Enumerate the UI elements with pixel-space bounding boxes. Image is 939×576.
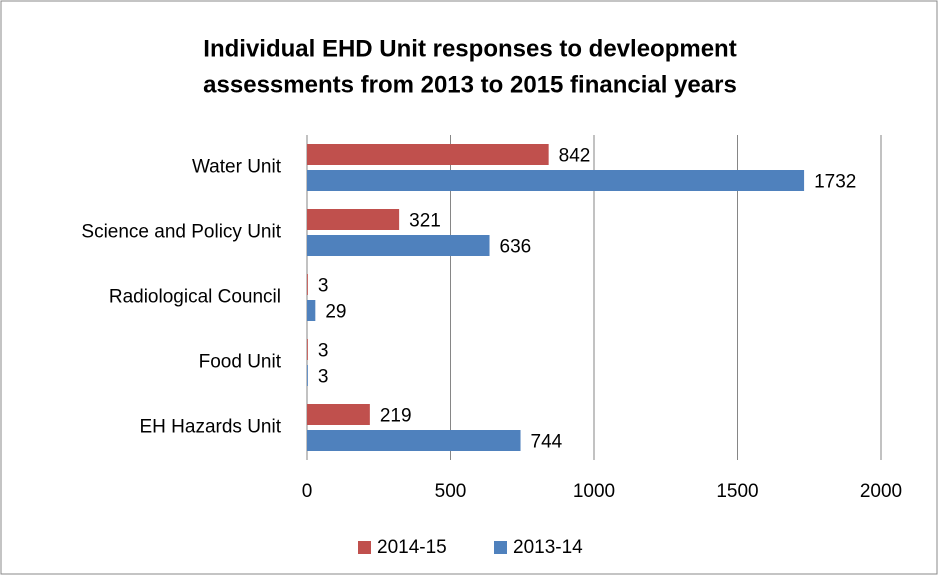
data-label: 842 bbox=[559, 146, 591, 167]
legend-label: 2013-14 bbox=[513, 537, 583, 558]
bar bbox=[307, 274, 308, 295]
legend-swatch bbox=[494, 541, 507, 554]
data-label: 321 bbox=[409, 211, 441, 232]
bar bbox=[307, 235, 490, 256]
y-tick-label: Radiological Council bbox=[109, 287, 281, 308]
legend-swatch bbox=[358, 541, 371, 554]
x-tick-label: 0 bbox=[302, 481, 313, 502]
y-tick-label: Food Unit bbox=[199, 352, 282, 373]
x-tick-label: 1500 bbox=[716, 481, 758, 502]
y-tick-label: Science and Policy Unit bbox=[81, 222, 281, 243]
bar bbox=[307, 209, 400, 230]
chart-title: Individual EHD Unit responses to devleop… bbox=[203, 35, 736, 62]
bar bbox=[307, 339, 308, 360]
data-label: 3 bbox=[318, 367, 329, 388]
bar bbox=[307, 365, 308, 386]
data-label: 636 bbox=[500, 237, 532, 258]
data-label: 219 bbox=[380, 406, 412, 427]
bar bbox=[307, 404, 370, 425]
legend-label: 2014-15 bbox=[377, 537, 447, 558]
bar bbox=[307, 170, 805, 191]
y-tick-label: EH Hazards Unit bbox=[140, 417, 282, 438]
bar bbox=[307, 430, 521, 451]
x-tick-label: 500 bbox=[435, 481, 467, 502]
bar bbox=[307, 300, 316, 321]
data-label: 29 bbox=[325, 302, 346, 323]
data-label: 1732 bbox=[814, 172, 856, 193]
x-tick-label: 2000 bbox=[860, 481, 902, 502]
y-tick-label: Water Unit bbox=[192, 157, 282, 178]
data-label: 3 bbox=[318, 341, 329, 362]
data-label: 744 bbox=[531, 432, 563, 453]
bar bbox=[307, 144, 549, 165]
x-tick-label: 1000 bbox=[573, 481, 615, 502]
chart-title: assessments from 2013 to 2015 financial … bbox=[203, 71, 737, 98]
data-label: 3 bbox=[318, 276, 329, 297]
